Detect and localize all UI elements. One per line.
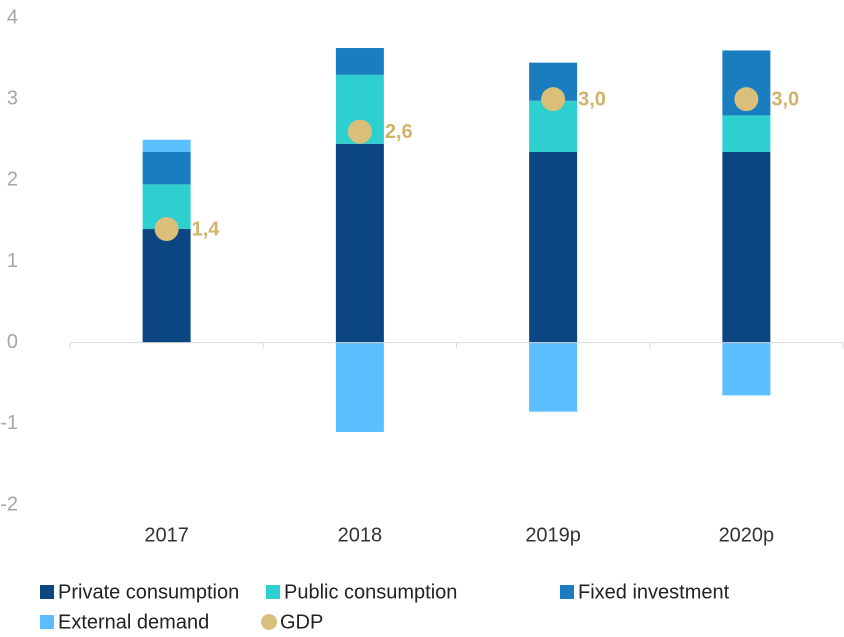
legend-label: Private consumption [58,581,239,603]
x-tick-label: 2018 [338,524,383,546]
bar-segment [142,229,191,343]
legend-marker [40,585,54,599]
y-tick-label: 0 [7,331,18,353]
data-label: 2,6 [385,121,413,143]
bar-segment [335,48,384,75]
y-tick-label: 1 [7,250,18,272]
x-tick-label: 2020p [719,524,775,546]
y-tick-label: -1 [0,412,18,434]
gdp-dot [734,87,759,112]
bar-segment [142,151,191,185]
bar-segment [142,139,191,152]
y-tick-label: 3 [7,87,18,109]
bar-segment [335,342,384,432]
bar-segment [722,115,771,152]
bar-segment [529,151,578,343]
x-tick-label: 2019p [525,524,581,546]
y-tick-label: -2 [0,493,18,515]
data-label: 3,0 [771,88,799,110]
bar-segment [722,151,771,343]
y-tick-label: 2 [7,169,18,191]
legend-label: External demand [58,611,209,633]
bar-segment [722,342,771,396]
gdp-dot [347,119,372,144]
bar-segment [335,143,384,343]
data-label: 3,0 [578,88,606,110]
gdp-dot [541,87,566,112]
legend-label: Fixed investment [578,581,730,603]
legend-marker [266,585,280,599]
data-label: 1,4 [192,218,221,240]
bar-segment [529,342,578,412]
legend-marker [261,614,277,630]
y-tick-label: 4 [7,6,18,28]
legend-label: Public consumption [284,581,457,603]
legend-marker [560,585,574,599]
x-tick-label: 2017 [144,524,189,546]
gdp-dot [154,217,179,242]
legend-label: GDP [280,611,323,633]
legend-marker [40,615,54,629]
